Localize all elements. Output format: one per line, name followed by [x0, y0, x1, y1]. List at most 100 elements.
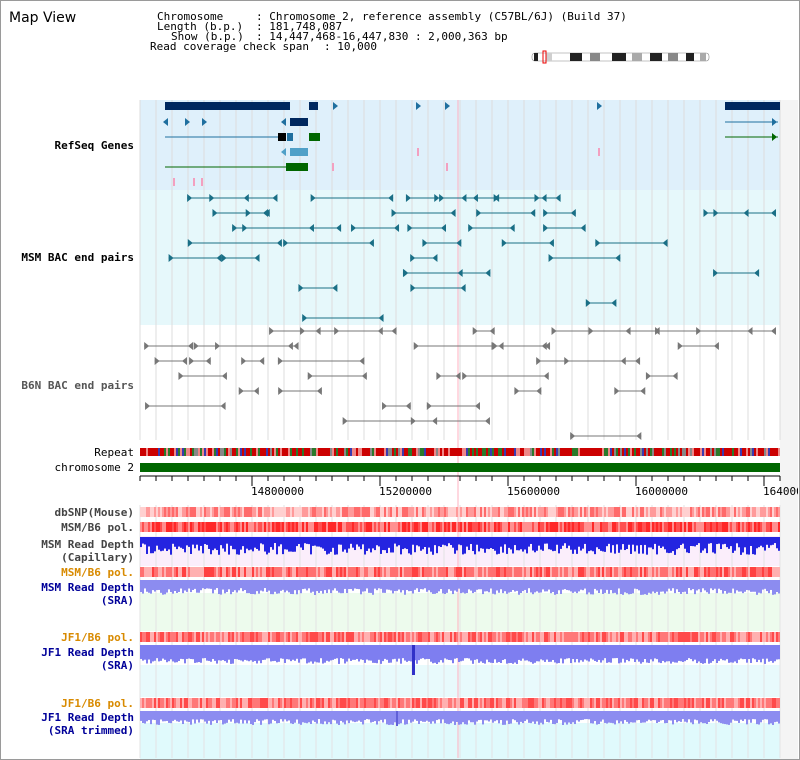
heat-cell — [566, 632, 568, 642]
heat-cell — [176, 567, 178, 577]
depth-bar — [606, 580, 608, 590]
depth-bar — [650, 537, 652, 548]
heat-cell — [596, 698, 598, 708]
heat-cell — [306, 632, 308, 642]
label-refseq-genes[interactable]: RefSeq Genes — [54, 139, 134, 152]
depth-bar — [746, 645, 748, 663]
heat-cell — [398, 698, 400, 708]
depth-bar — [588, 645, 590, 662]
depth-bar — [650, 580, 652, 594]
depth-bar — [660, 711, 662, 721]
heat-cell — [712, 632, 714, 642]
depth-bar — [430, 645, 432, 662]
repeat-cell — [298, 448, 300, 456]
heat-cell — [422, 522, 424, 532]
heat-cell — [184, 567, 186, 577]
heat-cell — [588, 522, 590, 532]
repeat-cell — [398, 448, 400, 456]
heat-cell — [266, 698, 268, 708]
bac-end-arrow — [534, 194, 540, 202]
bac-end-arrow — [181, 357, 187, 365]
bac-end-arrow — [625, 327, 631, 335]
depth-bar — [220, 537, 222, 546]
heat-cell — [386, 698, 388, 708]
heat-cell — [774, 632, 776, 642]
depth-bar — [244, 645, 246, 660]
repeat-cell — [752, 448, 754, 456]
heat-cell — [146, 567, 148, 577]
heat-cell — [472, 632, 474, 642]
heat-cell — [550, 507, 552, 517]
depth-bar — [732, 645, 734, 663]
heat-cell — [256, 567, 258, 577]
repeat-cell — [156, 448, 158, 456]
heat-cell — [742, 567, 744, 577]
heat-cell — [770, 698, 772, 708]
heat-cell — [702, 698, 704, 708]
heat-cell — [776, 632, 778, 642]
depth-bar — [256, 645, 258, 664]
heat-cell — [674, 507, 676, 517]
heat-cell — [538, 507, 540, 517]
heat-cell — [358, 567, 360, 577]
depth-bar — [260, 711, 262, 725]
heat-cell — [182, 507, 184, 517]
label-b6n-bac[interactable]: B6N BAC end pairs — [21, 379, 134, 392]
heat-cell — [390, 632, 392, 642]
heat-cell — [684, 507, 686, 517]
ideogram-band — [570, 53, 582, 61]
depth-bar — [406, 645, 408, 662]
depth-bar — [250, 645, 252, 661]
heat-cell — [468, 698, 470, 708]
heat-cell — [542, 698, 544, 708]
heat-cell — [682, 632, 684, 642]
depth-bar — [758, 580, 760, 593]
depth-bar — [562, 645, 564, 664]
depth-bar — [570, 645, 572, 664]
repeat-cell — [148, 448, 150, 456]
heat-cell — [714, 522, 716, 532]
heat-cell — [526, 698, 528, 708]
heat-cell — [514, 567, 516, 577]
repeat-cell — [316, 448, 318, 456]
info-length-label: Length (b.p.) — [157, 20, 244, 33]
heat-cell — [596, 522, 598, 532]
heat-cell — [290, 632, 292, 642]
heat-cell — [304, 632, 306, 642]
depth-bar — [146, 537, 148, 554]
depth-bar — [508, 537, 510, 548]
heat-cell — [502, 632, 504, 642]
gene-block — [290, 148, 308, 156]
heat-cell — [274, 567, 276, 577]
repeat-cell — [662, 448, 664, 456]
heat-cell — [692, 632, 694, 642]
heat-cell — [570, 698, 572, 708]
heat-cell — [652, 632, 654, 642]
repeat-cell — [548, 448, 550, 456]
depth-bar — [222, 537, 224, 549]
depth-bar — [724, 645, 726, 661]
bac-end-arrow — [168, 254, 174, 262]
label-msm-bac[interactable]: MSM BAC end pairs — [21, 251, 134, 264]
depth-bar — [518, 537, 520, 551]
heat-cell — [362, 567, 364, 577]
depth-bar — [770, 711, 772, 724]
heat-cell — [524, 632, 526, 642]
depth-bar — [670, 537, 672, 553]
heat-cell — [538, 698, 540, 708]
depth-bar — [338, 645, 340, 664]
depth-bar — [418, 645, 420, 661]
heat-cell — [660, 567, 662, 577]
repeat-cell — [602, 448, 604, 456]
heat-cell — [684, 632, 686, 642]
heat-cell — [620, 632, 622, 642]
bac-end-arrow — [307, 372, 313, 380]
heat-cell — [422, 507, 424, 517]
label-msm-depth-capillary-1: MSM Read Depth — [41, 538, 134, 551]
heat-cell — [546, 567, 548, 577]
depth-bar — [346, 580, 348, 594]
repeat-cell — [414, 448, 416, 456]
repeat-cell — [382, 448, 384, 456]
repeat-cell — [218, 448, 220, 456]
heat-cell — [460, 522, 462, 532]
